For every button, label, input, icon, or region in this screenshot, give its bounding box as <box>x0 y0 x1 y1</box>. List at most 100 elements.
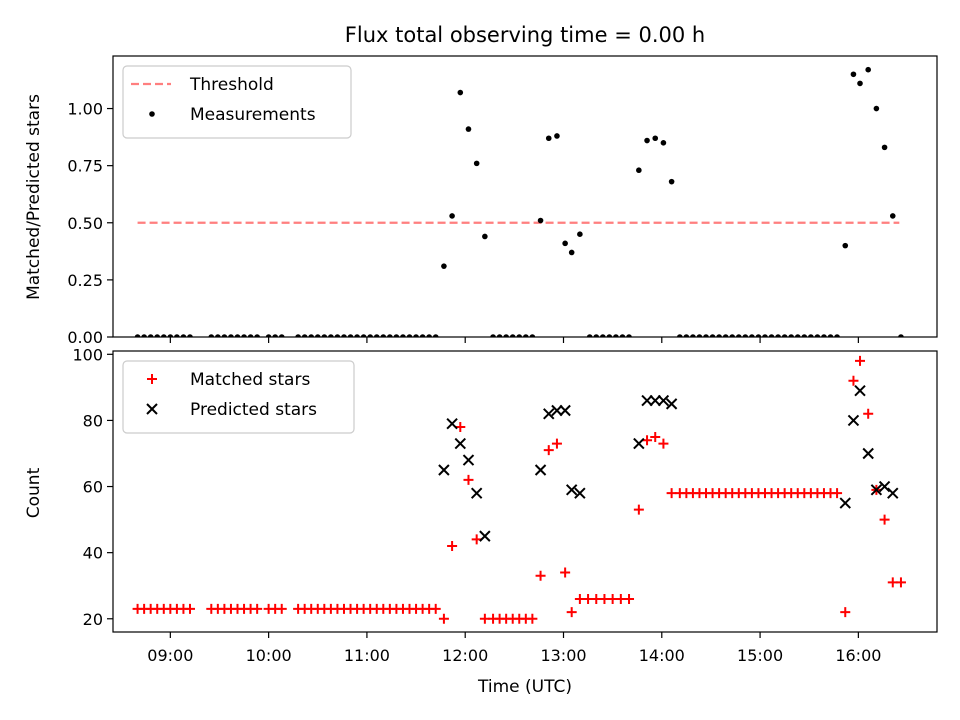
series-0-point <box>432 334 439 337</box>
series-0-point <box>577 231 583 237</box>
series-0-point <box>516 334 523 337</box>
series-0-point <box>889 213 896 219</box>
x-tick-label: 14:00 <box>639 646 685 665</box>
series-0-point <box>658 438 669 449</box>
series-0-point <box>755 334 762 337</box>
series-0-point <box>509 334 516 337</box>
series-0-point <box>709 334 716 337</box>
series-0-point <box>606 334 613 337</box>
series-0-point <box>842 242 849 249</box>
series-1-point <box>657 394 670 407</box>
series-0-point <box>482 233 488 240</box>
series-0-point <box>184 603 195 614</box>
series-0-point <box>850 71 857 78</box>
legend: Matched stars Predicted stars <box>122 360 355 434</box>
series-0-point <box>668 178 675 185</box>
series-0-point <box>426 334 432 337</box>
series-0-point <box>560 567 571 578</box>
series-0-point <box>278 334 285 337</box>
series-0-point <box>455 422 466 433</box>
series-0-point <box>141 334 147 337</box>
series-0-point <box>208 334 215 337</box>
series-0-point <box>879 514 890 525</box>
x-tick-label: 09:00 <box>147 646 193 665</box>
x-tick-label: 12:00 <box>442 646 488 665</box>
series-0-point <box>180 334 187 337</box>
series-0-point <box>863 408 874 419</box>
series-0-point <box>832 488 843 499</box>
count-panel: 20 40 60 80 100 09:00 10:00 11:00 12:00 13:00 14:0… <box>72 345 938 665</box>
series-0-point <box>650 431 661 442</box>
series-0-point <box>449 213 455 219</box>
series-0-point <box>463 474 474 485</box>
series-0-point <box>167 334 174 337</box>
series-0-point <box>272 334 278 337</box>
series-0-point <box>241 334 247 337</box>
series-0-point <box>174 334 180 337</box>
legend: Threshold Measurements <box>122 65 352 139</box>
series-0-point <box>543 445 554 456</box>
series-0-point <box>471 534 482 545</box>
series-0-point <box>848 375 859 386</box>
series-0-point <box>221 334 228 337</box>
series-0-point <box>419 334 426 337</box>
series-1-point <box>878 480 891 493</box>
series-0-point <box>154 334 161 337</box>
series-0-point <box>749 334 755 337</box>
y-tick-label: 20 <box>83 610 103 629</box>
x-tick-label: 10:00 <box>246 646 292 665</box>
series-0-point <box>735 334 742 337</box>
series-0-point <box>633 504 644 515</box>
series-1-point <box>870 484 883 496</box>
series-0-point <box>308 334 315 337</box>
series-1-point <box>854 384 866 397</box>
count-y-axis-label: Count <box>24 467 44 518</box>
series-0-point <box>360 334 367 337</box>
y-tick-label: 80 <box>83 411 103 430</box>
series-1-point <box>665 398 678 410</box>
series-0-point <box>473 160 480 167</box>
series-0-point <box>593 334 600 337</box>
series-0-point <box>857 80 863 87</box>
series-0-point <box>393 334 400 337</box>
series-0-point <box>254 334 260 337</box>
series-0-point <box>134 334 141 337</box>
series-0-point <box>276 603 287 614</box>
series-0-point <box>457 89 464 96</box>
series-0-point <box>400 334 406 337</box>
series-1-point <box>479 530 491 542</box>
series-0-point <box>660 140 667 146</box>
series-0-point <box>716 334 722 337</box>
series-0-point <box>775 334 781 337</box>
series-0-point <box>447 541 458 552</box>
legend-marker <box>146 403 158 415</box>
series-0-point <box>742 334 749 337</box>
series-1-point <box>551 404 563 417</box>
series-0-point <box>624 593 635 604</box>
series-0-point <box>690 334 696 337</box>
x-tick-label: 11:00 <box>344 646 390 665</box>
series-0-point <box>840 607 851 618</box>
chart-title: Flux total observing time = 0.00 h <box>345 23 705 47</box>
series-0-point <box>527 613 538 624</box>
series-0-point <box>722 334 729 337</box>
series-1-point <box>574 487 586 499</box>
series-0-point <box>234 334 241 337</box>
series-0-point <box>821 334 827 337</box>
series-0-point <box>247 334 254 337</box>
y-tick-label: 0.75 <box>67 157 103 176</box>
series-0-point <box>895 577 906 588</box>
axes-frame <box>112 350 938 633</box>
series-0-point <box>801 334 808 337</box>
legend-entry: Predicted stars <box>190 400 317 420</box>
series-0-point <box>545 135 552 142</box>
series-0-point <box>490 334 496 337</box>
x-tick-label: 13:00 <box>540 646 586 665</box>
series-0-point <box>295 334 301 337</box>
series-0-point <box>677 334 683 337</box>
series-1-point <box>462 454 475 466</box>
series-0-point <box>228 334 234 337</box>
series-1-point <box>454 437 466 450</box>
series-0-point <box>566 607 577 618</box>
